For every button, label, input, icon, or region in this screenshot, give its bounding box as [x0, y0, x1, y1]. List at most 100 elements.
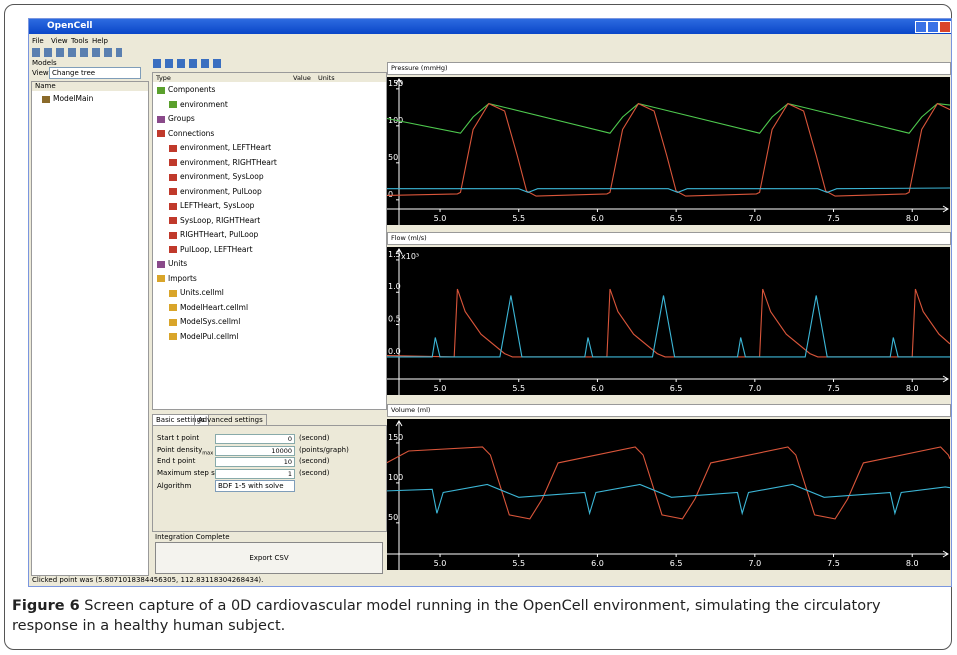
x-tick-label: 8.0 — [906, 559, 919, 568]
setting-field[interactable]: 10000 — [215, 445, 295, 456]
x-tick-label: 5.5 — [512, 214, 525, 223]
series-line — [387, 483, 950, 516]
axis-multiplier: x10³ — [401, 252, 419, 261]
chart-header[interactable]: Flow (ml/s) — [387, 232, 951, 245]
tree-item[interactable]: ModelHeart.cellml — [169, 303, 248, 312]
tree-item[interactable]: ModelSys.cellml — [169, 317, 240, 326]
tree-icon — [169, 333, 177, 340]
setting-label: Start t point — [157, 434, 199, 442]
tree-label: environment — [180, 99, 228, 109]
tree-icon — [169, 231, 177, 239]
tree-item[interactable]: Connections — [157, 129, 214, 138]
tree-item[interactable]: environment, SysLoop — [169, 172, 264, 181]
algorithm-label: Algorithm — [157, 482, 192, 490]
tree-icon — [157, 115, 165, 123]
settings-panel: Start t point 0 (second) Point densitymax 10… — [152, 425, 387, 532]
x-tick-label: 8.0 — [906, 384, 919, 393]
tree-label: ModelPul.cellml — [180, 331, 239, 341]
menu-tools[interactable]: Tools — [71, 37, 89, 45]
tree-icon — [157, 86, 165, 94]
tree-label: SysLoop, RIGHTHeart — [180, 215, 261, 225]
tree-item[interactable]: Units — [157, 259, 187, 268]
chart-header[interactable]: Pressure (mmHg) — [387, 62, 951, 75]
tree-label: LEFTHeart, SysLoop — [180, 201, 255, 210]
tree-icon — [169, 318, 177, 326]
y-tick-label: 1.0 — [388, 282, 401, 291]
tree-item[interactable]: PulLoop, LEFTHeart — [169, 245, 253, 254]
algorithm-select[interactable]: BDF 1-5 with solve — [215, 480, 295, 492]
y-tick-label: 0 — [388, 190, 393, 199]
axis-arrow — [395, 420, 949, 558]
setting-unit: (second) — [299, 457, 330, 465]
col-value: Value — [293, 74, 311, 82]
x-tick-label: 5.0 — [434, 384, 447, 393]
tree-label: environment, SysLoop — [180, 172, 264, 181]
integration-status: Integration Complete — [155, 533, 230, 541]
tree-item[interactable]: ModelPul.cellml — [169, 332, 238, 341]
x-tick-label: 5.5 — [512, 559, 525, 568]
tree-item[interactable]: RIGHTHeart, PulLoop — [169, 230, 258, 239]
chart: 0.0 0.5 1.0 1.5 5.0 5.5 6.0 6.5 7.0 7.5 8.0 x10³ — [387, 247, 950, 395]
series-line — [387, 288, 950, 358]
setting-name: Point density — [157, 445, 203, 454]
setting-unit: (points/graph) — [299, 445, 349, 454]
tree-item[interactable]: Imports — [157, 274, 197, 283]
setting-label: Point densitymax — [157, 446, 213, 456]
model-item[interactable]: ModelMain — [42, 94, 93, 103]
tree-item[interactable]: Components — [157, 85, 215, 94]
setting-field[interactable]: 10 — [215, 457, 295, 467]
setting-sub: max — [202, 449, 214, 456]
tree-label: Connections — [168, 128, 215, 138]
x-tick-label: 6.5 — [670, 214, 683, 223]
tree-panel: Type Value Units Components environment Gr… — [152, 72, 387, 410]
x-tick-label: 7.5 — [827, 559, 840, 568]
tree-icon — [169, 304, 177, 311]
tree-item[interactable]: environment, PulLoop — [169, 187, 262, 196]
y-tick-label: 50 — [388, 513, 398, 522]
setting-label: Maximum step size — [157, 469, 225, 477]
y-tick-label: 0.5 — [388, 315, 401, 324]
tree-icon — [157, 275, 165, 282]
tree-item[interactable]: LEFTHeart, SysLoop — [169, 201, 254, 210]
x-tick-label: 6.5 — [670, 384, 683, 393]
x-tick-label: 6.0 — [591, 214, 604, 223]
tree-item[interactable]: Groups — [157, 114, 195, 123]
menu-file[interactable]: File — [32, 37, 44, 45]
chart-header[interactable]: Volume (ml) — [387, 404, 951, 417]
axis-arrow — [395, 248, 949, 383]
x-tick-label: 7.0 — [748, 559, 761, 568]
setting-field[interactable]: 1 — [215, 468, 295, 479]
tree-item[interactable]: SysLoop, RIGHTHeart — [169, 216, 260, 225]
tree-icon — [169, 202, 177, 210]
menu-help[interactable]: Help — [92, 37, 108, 45]
tree-label: environment, LEFTHeart — [180, 143, 272, 152]
tree-icon — [169, 173, 177, 181]
tree-icon — [169, 217, 177, 224]
y-tick-label: 150 — [388, 79, 403, 88]
tree-label: ModelSys.cellml — [180, 317, 241, 326]
tree-toolbar[interactable] — [153, 59, 223, 68]
tree-item[interactable]: environment — [169, 100, 228, 109]
view-label: View — [32, 69, 49, 77]
tree-item[interactable]: environment, LEFTHeart — [169, 143, 271, 152]
tree-label: Imports — [168, 273, 197, 283]
setting-unit: (second) — [299, 434, 330, 442]
menu-view[interactable]: View — [51, 37, 68, 45]
tree-label: Groups — [168, 114, 195, 123]
y-tick-label: 1.5 — [388, 250, 401, 259]
status-bar: Clicked point was (5.8071018384456305, 1… — [32, 576, 264, 584]
tree-label: PulLoop, LEFTHeart — [180, 244, 253, 254]
tree-label: environment, RIGHTHeart — [180, 157, 277, 167]
tree-item[interactable]: Units.cellml — [169, 288, 224, 297]
tree-item[interactable]: environment, RIGHTHeart — [169, 158, 277, 167]
setting-field[interactable]: 0 — [215, 434, 295, 444]
view-select[interactable]: Change tree — [49, 67, 141, 79]
caption-text: Screen capture of a 0D cardiovascular mo… — [12, 598, 881, 634]
models-list: Name ModelMain — [31, 81, 149, 576]
window-controls[interactable] — [915, 21, 951, 33]
x-tick-label: 7.5 — [827, 384, 840, 393]
export-button[interactable]: Export CSV — [155, 542, 383, 574]
toolbar[interactable] — [32, 48, 122, 57]
x-tick-label: 6.5 — [670, 559, 683, 568]
